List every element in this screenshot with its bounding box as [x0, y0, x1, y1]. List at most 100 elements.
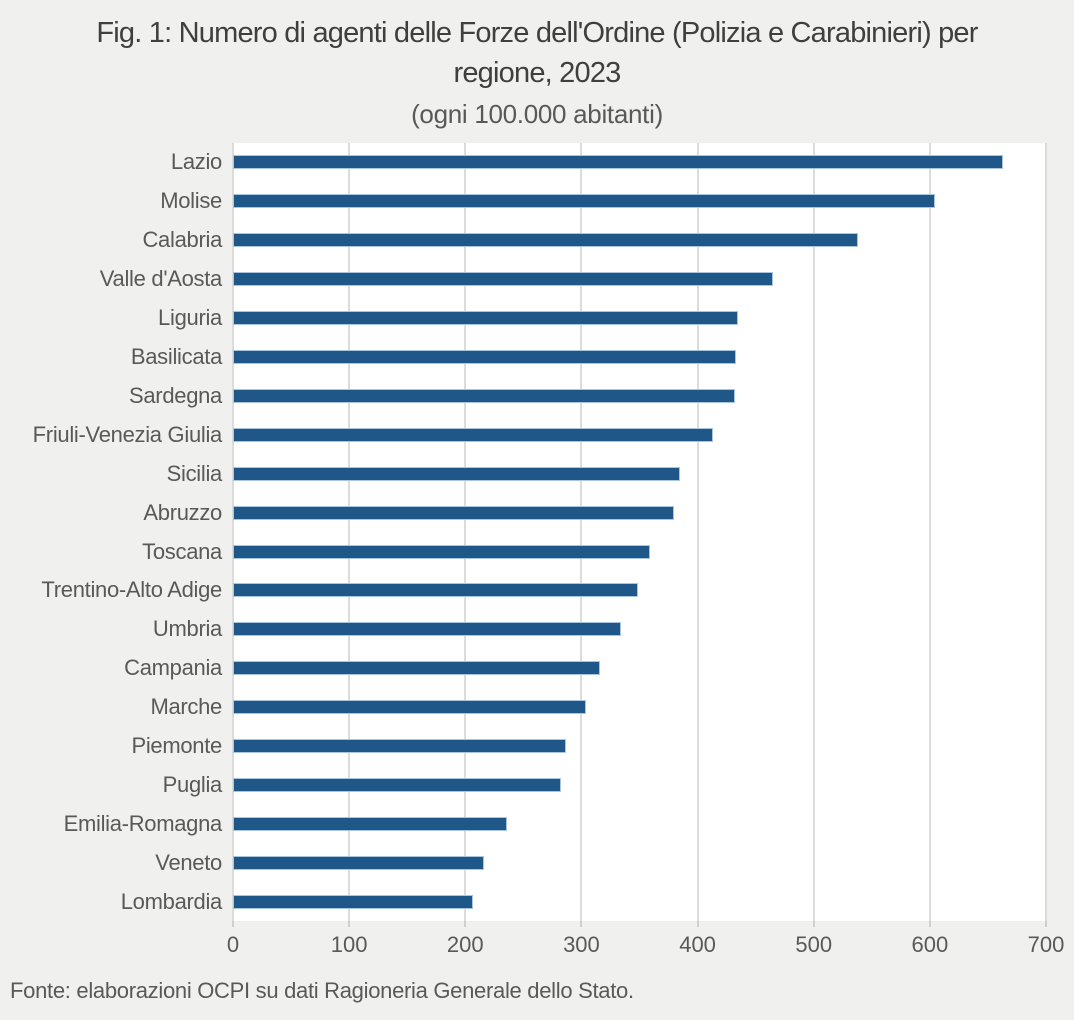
- category-label: Veneto: [155, 849, 222, 875]
- bar-valle-d-aosta: [233, 272, 774, 287]
- bar-row: Abruzzo: [0, 493, 1074, 532]
- bar-trentino-alto-adige: [233, 583, 639, 598]
- x-tick-label-400: 400: [679, 932, 716, 957]
- chart-title-line1: Fig. 1: Numero di agenti delle Forze del…: [96, 17, 978, 49]
- bar-row: Sicilia: [0, 454, 1074, 493]
- bar-row: Toscana: [0, 532, 1074, 571]
- bar-row: Friuli-Venezia Giulia: [0, 415, 1074, 454]
- source-note: Fonte: elaborazioni OCPI su dati Ragione…: [10, 978, 634, 1003]
- bar-sicilia: [233, 466, 681, 481]
- x-tick-label-300: 300: [563, 932, 600, 957]
- bar-row: Calabria: [0, 221, 1074, 260]
- category-label: Marche: [150, 694, 222, 720]
- tick-x-300: [580, 921, 583, 927]
- gridline-x-300: [580, 143, 583, 921]
- x-tick-label-500: 500: [795, 932, 833, 957]
- gridline-x-700: [1045, 143, 1047, 921]
- chart-subtitle: (ogni 100.000 abitanti): [411, 99, 663, 129]
- bar-marche: [233, 700, 587, 715]
- gridline-x-500: [812, 143, 815, 921]
- bar-friuli-venezia-giulia: [233, 427, 713, 442]
- bar-track: [233, 571, 1046, 610]
- tick-x-100: [348, 921, 351, 927]
- category-label: Puglia: [162, 771, 223, 797]
- x-tick-label-200: 200: [446, 932, 484, 957]
- bar-liguria: [233, 311, 739, 326]
- x-tick-label-100: 100: [330, 932, 368, 957]
- bar-row: Campania: [0, 649, 1074, 688]
- chart-title: Fig. 1: Numero di agenti delle Forze del…: [0, 0, 1074, 93]
- bar-row: Valle d'Aosta: [0, 260, 1074, 299]
- category-label: Molise: [160, 188, 222, 214]
- category-label: Valle d'Aosta: [99, 266, 223, 292]
- x-tick-label-0: 0: [226, 932, 240, 957]
- bar-track: [233, 454, 1046, 493]
- bar-track: [233, 649, 1046, 688]
- tick-x-200: [464, 921, 467, 927]
- bar-row: Piemonte: [0, 727, 1074, 766]
- bar-row: Molise: [0, 182, 1074, 221]
- category-label: Toscana: [142, 538, 222, 564]
- tick-x-500: [812, 921, 815, 927]
- bar-track: [233, 299, 1046, 338]
- bar-track: [233, 221, 1046, 260]
- bar-veneto: [233, 855, 484, 870]
- category-label: Emilia-Romagna: [63, 810, 223, 836]
- category-label: Sardegna: [128, 382, 222, 408]
- category-label: Calabria: [142, 227, 222, 253]
- category-label: Lombardia: [120, 888, 223, 914]
- bar-chart: Lazio Molise Calabria Valle d'Aosta Liguria B…: [0, 143, 1074, 927]
- bar-molise: [233, 194, 935, 209]
- category-label: Lazio: [170, 149, 222, 175]
- bar-track: [233, 532, 1046, 571]
- bar-lazio: [233, 155, 1004, 170]
- bar-row: Marche: [0, 688, 1074, 727]
- bar-row: Veneto: [0, 843, 1074, 882]
- bar-track: [233, 727, 1046, 766]
- bar-track: [233, 493, 1046, 532]
- bar-track: [233, 804, 1046, 843]
- bar-campania: [233, 661, 600, 676]
- bar-row: Lombardia: [0, 882, 1074, 921]
- gridline-x-400: [696, 143, 699, 921]
- bar-sardegna: [233, 388, 735, 403]
- category-label: Umbria: [152, 616, 222, 642]
- bar-row: Trentino-Alto Adige: [0, 571, 1074, 610]
- bar-track: [233, 260, 1046, 299]
- gridline-x-0: [232, 143, 234, 921]
- bar-track: [233, 376, 1046, 415]
- bar-piemonte: [233, 739, 567, 754]
- gridline-x-600: [928, 143, 931, 921]
- bar-row: Emilia-Romagna: [0, 804, 1074, 843]
- gridline-x-200: [464, 143, 467, 921]
- bar-abruzzo: [233, 505, 675, 520]
- category-label: Piemonte: [131, 733, 222, 759]
- bar-basilicata: [233, 349, 736, 364]
- tick-x-400: [696, 921, 699, 927]
- bar-track: [233, 338, 1046, 377]
- tick-x-700: [1045, 921, 1047, 927]
- bar-lombardia: [233, 894, 474, 909]
- bar-emilia-romagna: [233, 816, 508, 831]
- gridline-x-100: [348, 143, 351, 921]
- bar-track: [233, 766, 1046, 805]
- category-label: Basilicata: [130, 343, 222, 369]
- chart-title-line2: regione, 2023: [453, 57, 622, 89]
- bar-row: Umbria: [0, 610, 1074, 649]
- bar-track: [233, 143, 1046, 182]
- bar-row: Liguria: [0, 299, 1074, 338]
- category-label: Liguria: [158, 305, 222, 331]
- bar-puglia: [233, 777, 561, 792]
- tick-x-600: [928, 921, 931, 927]
- bar-track: [233, 415, 1046, 454]
- bar-rows: Lazio Molise Calabria Valle d'Aosta Liguria B…: [0, 143, 1074, 921]
- x-tick-label-600: 600: [911, 932, 949, 957]
- category-label: Campania: [124, 655, 222, 681]
- x-axis: 0 100 200 300 400 500 600 700: [227, 928, 1064, 962]
- bar-track: [233, 688, 1046, 727]
- bar-row: Basilicata: [0, 338, 1074, 377]
- bar-row: Puglia: [0, 766, 1074, 805]
- bar-toscana: [233, 544, 650, 559]
- bar-track: [233, 882, 1046, 921]
